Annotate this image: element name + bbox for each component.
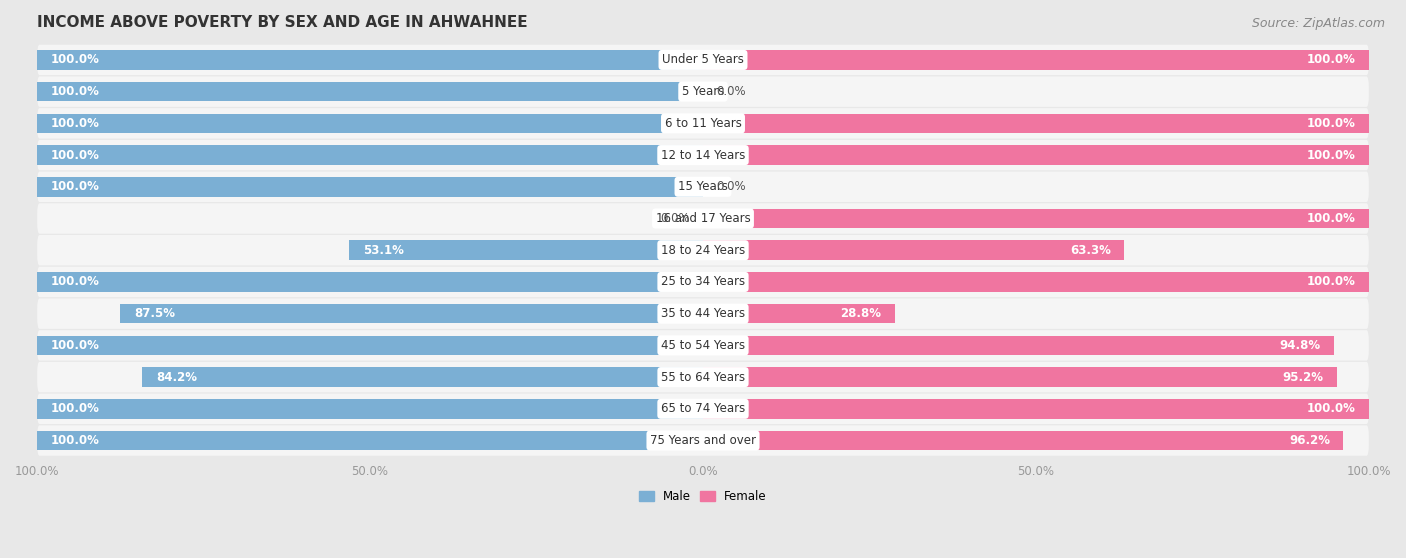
Text: Under 5 Years: Under 5 Years bbox=[662, 54, 744, 66]
FancyBboxPatch shape bbox=[37, 393, 1369, 424]
Text: 45 to 54 Years: 45 to 54 Years bbox=[661, 339, 745, 352]
Bar bbox=[703, 335, 1334, 355]
Text: INCOME ABOVE POVERTY BY SEX AND AGE IN AHWAHNEE: INCOME ABOVE POVERTY BY SEX AND AGE IN A… bbox=[37, 15, 527, 30]
Text: 35 to 44 Years: 35 to 44 Years bbox=[661, 307, 745, 320]
FancyBboxPatch shape bbox=[37, 140, 1369, 170]
Text: 0.0%: 0.0% bbox=[659, 212, 690, 225]
Text: 75 Years and over: 75 Years and over bbox=[650, 434, 756, 447]
Text: 100.0%: 100.0% bbox=[1306, 276, 1355, 288]
Bar bbox=[703, 145, 1369, 165]
Text: 100.0%: 100.0% bbox=[1306, 117, 1355, 130]
FancyBboxPatch shape bbox=[37, 425, 1369, 456]
FancyBboxPatch shape bbox=[37, 267, 1369, 297]
Text: 100.0%: 100.0% bbox=[1306, 402, 1355, 415]
Text: 18 to 24 Years: 18 to 24 Years bbox=[661, 244, 745, 257]
Text: 100.0%: 100.0% bbox=[1306, 54, 1355, 66]
Bar bbox=[121, 304, 703, 324]
Bar bbox=[37, 335, 703, 355]
FancyBboxPatch shape bbox=[37, 171, 1369, 202]
Text: 0.0%: 0.0% bbox=[716, 180, 747, 193]
Text: 55 to 64 Years: 55 to 64 Years bbox=[661, 371, 745, 383]
FancyBboxPatch shape bbox=[37, 330, 1369, 360]
Text: 96.2%: 96.2% bbox=[1289, 434, 1330, 447]
Text: 100.0%: 100.0% bbox=[1306, 148, 1355, 162]
Text: 100.0%: 100.0% bbox=[51, 402, 100, 415]
Bar bbox=[703, 113, 1369, 133]
Bar bbox=[37, 431, 703, 450]
Bar bbox=[142, 367, 703, 387]
FancyBboxPatch shape bbox=[37, 108, 1369, 138]
Text: 53.1%: 53.1% bbox=[363, 244, 404, 257]
Bar bbox=[37, 399, 703, 418]
Text: 6 to 11 Years: 6 to 11 Years bbox=[665, 117, 741, 130]
Text: 15 Years: 15 Years bbox=[678, 180, 728, 193]
Bar bbox=[37, 50, 703, 70]
Bar bbox=[703, 209, 1369, 228]
Bar bbox=[703, 304, 894, 324]
Text: 100.0%: 100.0% bbox=[51, 276, 100, 288]
Text: Source: ZipAtlas.com: Source: ZipAtlas.com bbox=[1251, 17, 1385, 30]
Text: 100.0%: 100.0% bbox=[51, 180, 100, 193]
FancyBboxPatch shape bbox=[37, 203, 1369, 234]
Text: 12 to 14 Years: 12 to 14 Years bbox=[661, 148, 745, 162]
Text: 100.0%: 100.0% bbox=[1306, 212, 1355, 225]
Bar bbox=[37, 177, 703, 196]
Bar bbox=[37, 82, 703, 102]
Bar bbox=[703, 399, 1369, 418]
Bar bbox=[350, 240, 703, 260]
Text: 95.2%: 95.2% bbox=[1282, 371, 1323, 383]
Bar bbox=[37, 113, 703, 133]
Text: 84.2%: 84.2% bbox=[156, 371, 197, 383]
Bar bbox=[703, 367, 1337, 387]
FancyBboxPatch shape bbox=[37, 299, 1369, 329]
Text: 28.8%: 28.8% bbox=[841, 307, 882, 320]
Legend: Male, Female: Male, Female bbox=[634, 485, 772, 508]
Text: 16 and 17 Years: 16 and 17 Years bbox=[655, 212, 751, 225]
Bar bbox=[703, 431, 1344, 450]
Text: 5 Years: 5 Years bbox=[682, 85, 724, 98]
Text: 100.0%: 100.0% bbox=[51, 54, 100, 66]
FancyBboxPatch shape bbox=[37, 235, 1369, 266]
Text: 100.0%: 100.0% bbox=[51, 117, 100, 130]
Text: 94.8%: 94.8% bbox=[1279, 339, 1320, 352]
Bar bbox=[703, 272, 1369, 292]
Text: 25 to 34 Years: 25 to 34 Years bbox=[661, 276, 745, 288]
Text: 100.0%: 100.0% bbox=[51, 339, 100, 352]
Text: 100.0%: 100.0% bbox=[51, 148, 100, 162]
Bar bbox=[37, 272, 703, 292]
Text: 87.5%: 87.5% bbox=[134, 307, 174, 320]
Text: 65 to 74 Years: 65 to 74 Years bbox=[661, 402, 745, 415]
Bar bbox=[703, 50, 1369, 70]
Text: 100.0%: 100.0% bbox=[51, 434, 100, 447]
Bar bbox=[703, 240, 1125, 260]
Text: 0.0%: 0.0% bbox=[716, 85, 747, 98]
Bar bbox=[37, 145, 703, 165]
FancyBboxPatch shape bbox=[37, 362, 1369, 392]
Text: 63.3%: 63.3% bbox=[1070, 244, 1111, 257]
Text: 100.0%: 100.0% bbox=[51, 85, 100, 98]
FancyBboxPatch shape bbox=[37, 45, 1369, 75]
FancyBboxPatch shape bbox=[37, 76, 1369, 107]
